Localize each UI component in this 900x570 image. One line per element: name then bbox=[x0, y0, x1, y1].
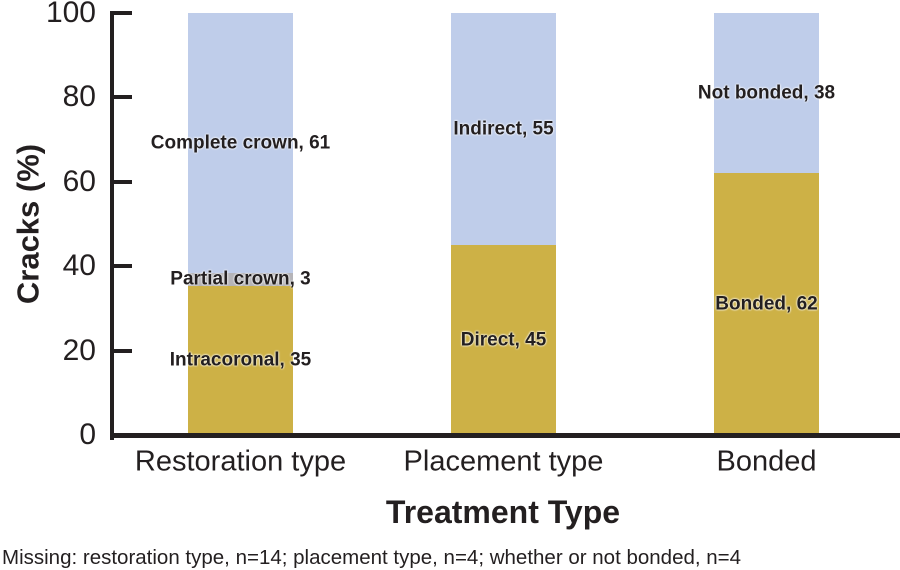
y-axis-tick-20 bbox=[114, 348, 132, 353]
y-tick-label-100: 100 bbox=[45, 0, 96, 29]
segment-label-complete-crown: Complete crown, 61 bbox=[150, 132, 331, 154]
y-axis-tick-80 bbox=[114, 95, 132, 100]
x-axis-line bbox=[110, 433, 900, 438]
y-tick-label-60: 60 bbox=[62, 164, 96, 198]
y-axis-tick-60 bbox=[114, 179, 132, 184]
footnote: Missing: restoration type, n=14; placeme… bbox=[2, 546, 742, 569]
bar-segment-intracoronal bbox=[188, 285, 293, 435]
bar-segment-partial-crown bbox=[188, 273, 293, 286]
bar-segment-indirect bbox=[451, 13, 556, 246]
segment-label-direct: Direct, 45 bbox=[460, 329, 547, 351]
segment-label-intracoronal: Intracoronal, 35 bbox=[169, 349, 312, 371]
y-tick-label-80: 80 bbox=[62, 80, 96, 114]
x-category-label-restoration-type: Restoration type bbox=[134, 445, 347, 478]
y-tick-label-20: 20 bbox=[62, 333, 96, 367]
segment-label-bonded: Bonded, 62 bbox=[715, 293, 818, 315]
x-axis-title: Treatment Type bbox=[385, 494, 621, 530]
bar-segment-bonded bbox=[714, 173, 819, 435]
y-tick-label-40: 40 bbox=[62, 249, 96, 283]
segment-label-indirect: Indirect, 55 bbox=[453, 118, 554, 140]
segment-label-not-bonded: Not bonded, 38 bbox=[697, 82, 836, 104]
y-axis-tick-100 bbox=[114, 11, 132, 15]
x-category-label-bonded: Bonded bbox=[716, 445, 817, 478]
bar-segment-complete-crown bbox=[188, 13, 293, 274]
bar-segment-not-bonded bbox=[714, 13, 819, 174]
x-category-label-placement-type: Placement type bbox=[403, 445, 604, 478]
y-axis-tick-40 bbox=[114, 264, 132, 269]
segment-label-partial-crown: Partial crown, 3 bbox=[170, 268, 311, 290]
bar-segment-direct bbox=[451, 245, 556, 435]
y-axis-line bbox=[110, 11, 114, 440]
y-tick-label-0: 0 bbox=[79, 418, 96, 451]
